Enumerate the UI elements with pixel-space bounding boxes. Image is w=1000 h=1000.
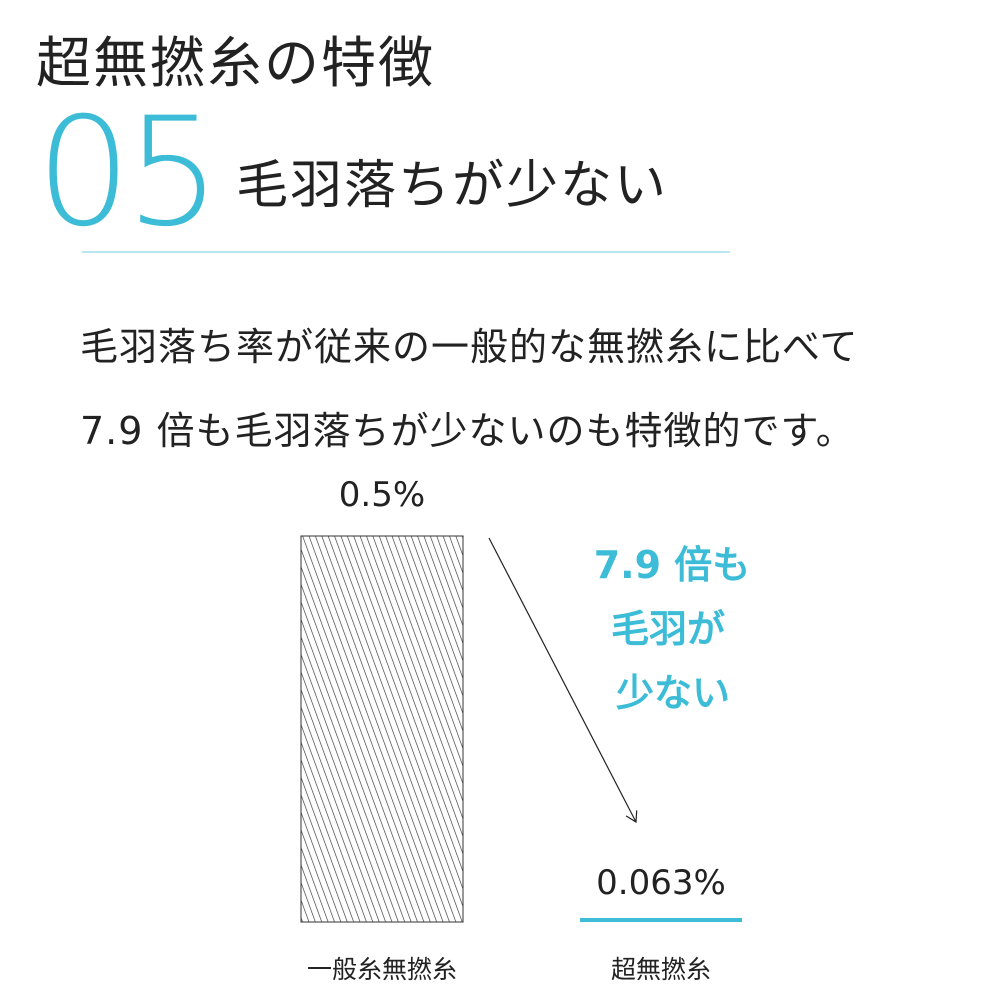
page-title: 超無撚糸の特徴 [36, 31, 436, 95]
feature-subtitle: 毛羽落ちが少ない [236, 156, 669, 216]
feature-description: 毛羽落ち率が従来の一般的な無撚糸に比べて 7.9 倍も毛羽落ちが少ないのも特徴的… [80, 305, 960, 473]
callout-line-1: 7.9 倍も [594, 543, 751, 587]
callout-text: 7.9 倍も 毛羽が 少ない [594, 543, 751, 715]
data-label-2: 0.063% [596, 863, 726, 903]
category-label-2: 超無撚糸 [611, 955, 711, 984]
data-label-1: 0.5% [339, 475, 425, 515]
title-divider [82, 251, 730, 253]
bar-1 [300, 535, 464, 923]
bars-layer: 0.5% 一般糸無撚糸 0.063% 超無撚糸 [300, 475, 742, 984]
description-line-2: 7.9 倍も毛羽落ちが少ないのも特徴的です。 [80, 409, 855, 453]
fluff-comparison-chart: 0.5% 一般糸無撚糸 0.063% 超無撚糸 7.9 倍も 毛羽が 少ない [300, 475, 751, 984]
description-line-1: 毛羽落ち率が従来の一般的な無撚糸に比べて [80, 325, 859, 369]
callout-line-3: 少ない [616, 671, 730, 715]
callout-line-2: 毛羽が [611, 607, 725, 651]
bar-2 [580, 918, 742, 922]
feature-number: 05 [36, 86, 221, 260]
trend-arrow [488, 537, 638, 824]
category-label-1: 一般糸無撚糸 [307, 955, 457, 984]
